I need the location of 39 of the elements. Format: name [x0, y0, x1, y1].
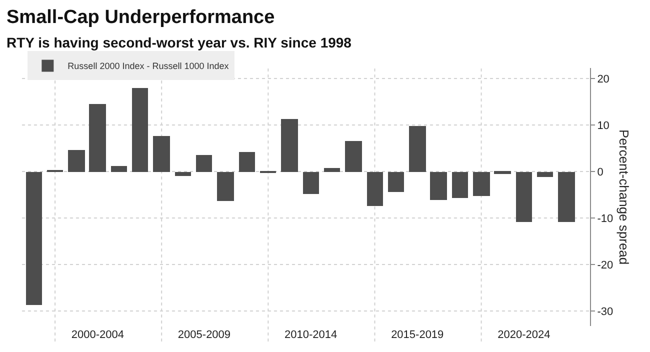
x-tick-label: 2015-2019 — [391, 329, 444, 341]
y-tick-label: -30 — [597, 306, 614, 318]
bar — [89, 104, 106, 172]
x-tick-label: 2010-2014 — [284, 329, 338, 341]
chart-title: Small-Cap Underperformance — [6, 6, 275, 28]
bar — [494, 171, 511, 174]
bar — [281, 119, 298, 172]
bar — [473, 172, 490, 196]
x-tick-label: 2005-2009 — [178, 329, 231, 341]
y-tick-label: 0 — [597, 166, 604, 179]
bar — [388, 172, 404, 192]
bar — [239, 152, 255, 172]
bar — [196, 155, 212, 172]
bar — [537, 172, 553, 177]
bar — [111, 166, 127, 172]
bar — [409, 126, 426, 172]
y-tick-label: 20 — [597, 74, 610, 86]
y-tick-label: 10 — [597, 120, 610, 132]
bar — [430, 172, 447, 200]
y-tick-label: -20 — [597, 259, 614, 272]
x-tick-label: 2020-2024 — [498, 329, 550, 341]
bar — [367, 172, 383, 206]
bar — [303, 172, 319, 194]
bar — [26, 172, 42, 305]
chart-subtitle: RTY is having second-worst year vs. RIY since 1998 — [6, 34, 352, 51]
y-axis-title: Percent-change spread — [616, 130, 632, 265]
bar — [175, 172, 191, 176]
bar — [153, 136, 170, 172]
bar — [516, 172, 532, 222]
bar — [452, 172, 468, 198]
bar — [132, 88, 148, 172]
bar — [68, 150, 85, 172]
x-tick-label: 2000-2004 — [71, 329, 124, 341]
legend-label: Russell 2000 Index - Russell 1000 Index — [68, 61, 230, 72]
bar — [217, 172, 234, 201]
y-tick-label: -10 — [597, 213, 614, 225]
bar — [558, 172, 575, 222]
bar — [324, 168, 340, 172]
bar — [345, 141, 362, 172]
